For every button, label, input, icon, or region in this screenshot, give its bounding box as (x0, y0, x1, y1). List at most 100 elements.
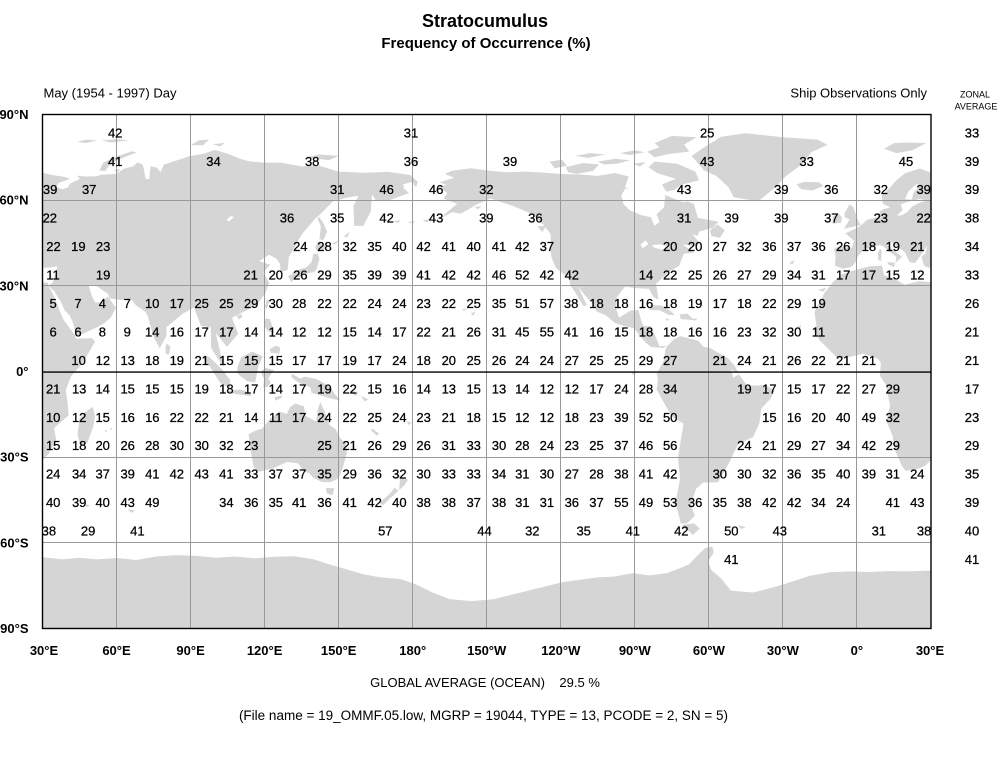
svg-text:30: 30 (713, 467, 727, 482)
svg-text:24: 24 (540, 438, 554, 453)
svg-text:24: 24 (46, 467, 60, 482)
svg-text:41: 41 (416, 268, 430, 283)
svg-text:25: 25 (367, 410, 381, 425)
svg-text:10: 10 (46, 410, 60, 425)
svg-text:46: 46 (492, 268, 506, 283)
svg-text:26: 26 (492, 353, 506, 368)
svg-text:21: 21 (243, 268, 257, 283)
svg-text:37: 37 (95, 467, 109, 482)
svg-text:22: 22 (43, 211, 57, 226)
svg-text:33: 33 (799, 154, 813, 169)
svg-text:24: 24 (392, 353, 406, 368)
svg-text:20: 20 (442, 353, 456, 368)
svg-text:39: 39 (43, 182, 57, 197)
svg-text:13: 13 (492, 381, 506, 396)
svg-text:17: 17 (292, 381, 306, 396)
svg-text:18: 18 (639, 325, 653, 340)
svg-text:26: 26 (466, 325, 480, 340)
svg-text:26: 26 (965, 296, 979, 311)
svg-text:29: 29 (886, 438, 900, 453)
svg-text:49: 49 (639, 495, 653, 510)
svg-text:90°S: 90°S (0, 621, 29, 636)
svg-text:23: 23 (565, 438, 579, 453)
svg-text:28: 28 (292, 296, 306, 311)
svg-text:7: 7 (124, 296, 131, 311)
svg-text:29: 29 (342, 467, 356, 482)
svg-text:26: 26 (367, 438, 381, 453)
svg-text:35: 35 (317, 467, 331, 482)
svg-text:25: 25 (466, 353, 480, 368)
svg-text:26: 26 (836, 239, 850, 254)
svg-text:37: 37 (824, 211, 838, 226)
svg-text:56: 56 (663, 438, 677, 453)
svg-text:23: 23 (737, 325, 751, 340)
svg-text:11: 11 (46, 268, 60, 283)
svg-text:22: 22 (170, 410, 184, 425)
svg-text:15: 15 (269, 353, 283, 368)
svg-text:17: 17 (811, 381, 825, 396)
svg-text:39: 39 (614, 410, 628, 425)
svg-text:40: 40 (95, 495, 109, 510)
svg-text:120°W: 120°W (541, 643, 581, 658)
svg-text:22: 22 (46, 239, 60, 254)
svg-text:16: 16 (688, 325, 702, 340)
svg-text:43: 43 (429, 211, 443, 226)
svg-text:27: 27 (737, 268, 751, 283)
svg-text:39: 39 (503, 154, 517, 169)
svg-text:43: 43 (700, 154, 714, 169)
svg-text:15: 15 (466, 381, 480, 396)
svg-text:33: 33 (244, 467, 258, 482)
svg-text:42: 42 (416, 239, 430, 254)
svg-text:37: 37 (787, 239, 801, 254)
svg-text:42: 42 (862, 438, 876, 453)
svg-text:24: 24 (540, 353, 554, 368)
svg-text:46: 46 (379, 182, 393, 197)
svg-text:17: 17 (589, 381, 603, 396)
svg-text:41: 41 (442, 239, 456, 254)
svg-text:24: 24 (737, 353, 751, 368)
svg-text:20: 20 (95, 438, 109, 453)
svg-text:35: 35 (269, 495, 283, 510)
svg-text:36: 36 (688, 495, 702, 510)
svg-text:38: 38 (614, 467, 628, 482)
svg-text:17: 17 (170, 296, 184, 311)
svg-text:30: 30 (737, 467, 751, 482)
svg-text:40: 40 (466, 239, 480, 254)
svg-text:42: 42 (367, 495, 381, 510)
svg-text:40: 40 (46, 495, 60, 510)
svg-text:17: 17 (244, 381, 258, 396)
svg-text:19: 19 (688, 296, 702, 311)
svg-text:12: 12 (540, 410, 554, 425)
svg-text:42: 42 (170, 467, 184, 482)
svg-text:31: 31 (442, 438, 456, 453)
svg-text:19: 19 (170, 353, 184, 368)
svg-text:22: 22 (342, 296, 356, 311)
svg-text:150°W: 150°W (467, 643, 507, 658)
svg-text:42: 42 (108, 125, 122, 140)
svg-text:18: 18 (589, 296, 603, 311)
svg-text:15: 15 (342, 325, 356, 340)
svg-text:23: 23 (589, 410, 603, 425)
svg-text:15: 15 (762, 410, 776, 425)
svg-text:30: 30 (492, 438, 506, 453)
svg-text:32: 32 (525, 524, 539, 539)
svg-text:31: 31 (886, 467, 900, 482)
svg-text:36: 36 (244, 495, 258, 510)
svg-text:21: 21 (965, 325, 979, 340)
svg-text:17: 17 (292, 353, 306, 368)
svg-text:40: 40 (392, 495, 406, 510)
svg-text:20: 20 (663, 239, 677, 254)
svg-text:0°: 0° (16, 364, 28, 379)
svg-text:18: 18 (219, 381, 233, 396)
svg-text:39: 39 (72, 495, 86, 510)
svg-text:17: 17 (194, 325, 208, 340)
svg-text:35: 35 (576, 524, 590, 539)
svg-text:29: 29 (787, 438, 801, 453)
svg-text:36: 36 (404, 154, 418, 169)
svg-text:43: 43 (120, 495, 134, 510)
svg-text:15: 15 (367, 381, 381, 396)
svg-text:18: 18 (862, 239, 876, 254)
svg-text:34: 34 (787, 268, 801, 283)
svg-text:28: 28 (317, 239, 331, 254)
svg-text:17: 17 (292, 410, 306, 425)
